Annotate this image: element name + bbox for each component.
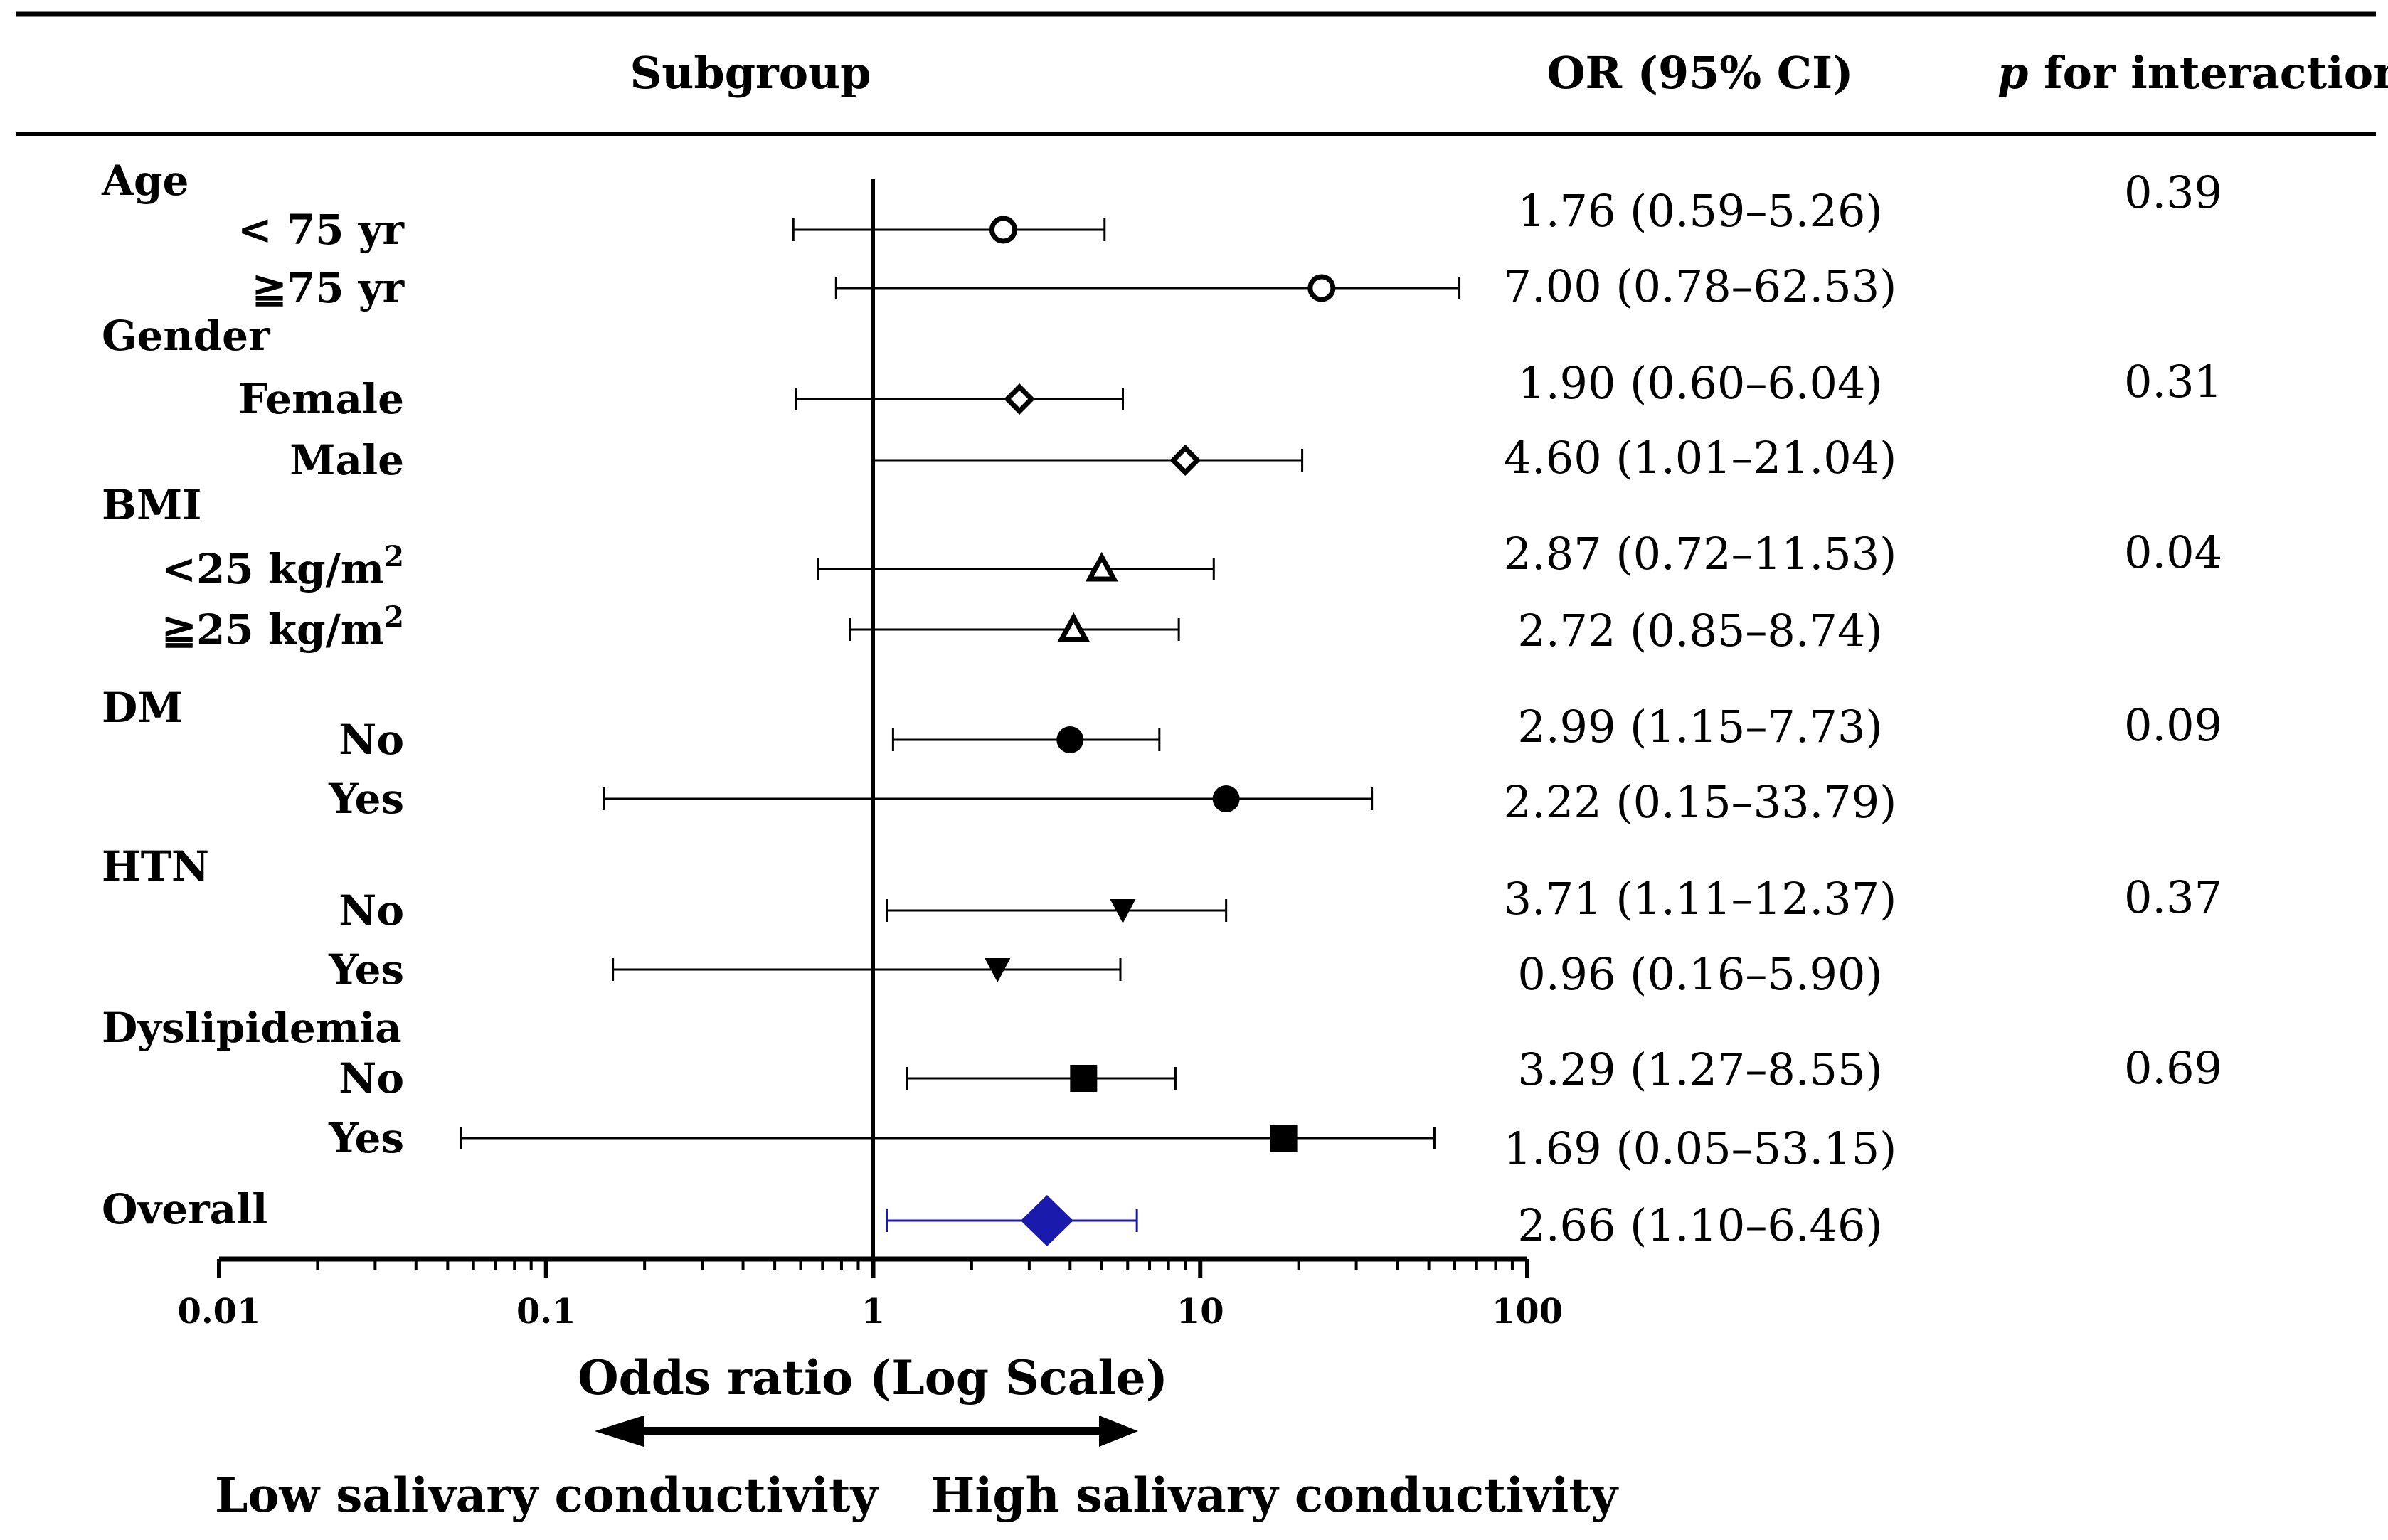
x-axis-ticks: 0.01 0.1 1 10 100 bbox=[178, 1259, 1563, 1332]
subgroup-gender: Gender 0.31 Female 1.90 (0.60–6.04) Male 4.60… bbox=[102, 312, 2222, 484]
subgroup-dm: DM 0.09 No 2.99 (1.15–7.73) Yes 2.22 (0.15–33… bbox=[102, 684, 2222, 828]
point-marker bbox=[1270, 1125, 1298, 1152]
row-label: Female bbox=[238, 375, 404, 423]
or-ci-value: 2.72 (0.85–8.74) bbox=[1517, 605, 1882, 657]
point-marker bbox=[1020, 1195, 1073, 1246]
point-marker bbox=[1057, 612, 1090, 642]
group-label: HTN bbox=[102, 842, 209, 891]
header-p-rest: for interaction bbox=[2028, 47, 2388, 99]
row-label-main: <25 kg/m bbox=[161, 545, 384, 593]
p-interaction-value: 0.31 bbox=[2124, 356, 2222, 408]
x-tick-label: 0.01 bbox=[178, 1292, 261, 1332]
point-marker bbox=[1056, 726, 1084, 753]
row-label: No bbox=[339, 1054, 404, 1103]
point-marker bbox=[989, 216, 1017, 244]
or-ci-value: 4.60 (1.01–21.04) bbox=[1504, 432, 1897, 484]
or-ci-value: 2.87 (0.72–11.53) bbox=[1504, 528, 1897, 580]
point-marker bbox=[985, 958, 1011, 982]
row-label: ≧25 kg/m2 bbox=[161, 600, 404, 654]
subgroup-dyslipidemia: Dyslipidemia 0.69 No 3.29 (1.27–8.55) Yes 1.6… bbox=[102, 1004, 2222, 1174]
forest-rows: Age 0.39 < 75 yr 1.76 (0.59–5.26) ≧75 yr 7.00… bbox=[101, 156, 2222, 1251]
or-ci-value: 7.00 (0.78–62.53) bbox=[1504, 260, 1897, 312]
group-label: BMI bbox=[102, 481, 201, 529]
or-ci-value: 3.71 (1.11–12.37) bbox=[1504, 873, 1897, 925]
p-interaction-value: 0.37 bbox=[2124, 871, 2222, 923]
row-label: < 75 yr bbox=[238, 206, 405, 254]
group-label: Dyslipidemia bbox=[102, 1004, 402, 1052]
direction-high-label: High salivary conductivity bbox=[930, 1467, 1619, 1523]
point-marker bbox=[1212, 785, 1240, 812]
overall-row: Overall 2.66 (1.10–6.46) bbox=[102, 1185, 1883, 1251]
row-label: No bbox=[339, 886, 404, 935]
or-ci-value: 1.76 (0.59–5.26) bbox=[1517, 185, 1882, 237]
or-ci-value: 2.99 (1.15–7.73) bbox=[1517, 701, 1882, 753]
or-ci-value: 1.69 (0.05–53.15) bbox=[1504, 1122, 1897, 1174]
p-interaction-value: 0.69 bbox=[2124, 1042, 2222, 1094]
header-or-ci: OR (95% CI) bbox=[1547, 47, 1854, 99]
overall-label: Overall bbox=[102, 1185, 267, 1233]
p-interaction-value: 0.09 bbox=[2124, 699, 2222, 751]
direction-arrow-left-head bbox=[595, 1416, 644, 1447]
header-subgroup: Subgroup bbox=[630, 47, 871, 99]
row-label-main: ≧25 kg/m bbox=[161, 605, 384, 654]
row-label: Yes bbox=[328, 775, 404, 823]
x-tick-label: 100 bbox=[1492, 1292, 1563, 1332]
point-marker bbox=[1307, 274, 1336, 302]
header-p-italic: p bbox=[1997, 47, 2028, 99]
point-marker bbox=[1085, 551, 1118, 582]
row-label: Yes bbox=[328, 945, 404, 994]
row-label: No bbox=[339, 716, 404, 764]
direction-arrow bbox=[595, 1416, 1138, 1447]
direction-low-label: Low salivary conductivity bbox=[215, 1467, 879, 1523]
row-label-superscript: 2 bbox=[384, 540, 404, 573]
subgroup-bmi: BMI 0.04 <25 kg/m2 2.87 (0.72–11.53) ≧25 kg/… bbox=[102, 481, 2222, 657]
x-tick-label: 0.1 bbox=[516, 1292, 576, 1332]
group-label: Age bbox=[101, 156, 189, 205]
x-tick-label: 10 bbox=[1177, 1292, 1224, 1332]
row-label: Yes bbox=[328, 1114, 404, 1162]
overall-or-ci-value: 2.66 (1.10–6.46) bbox=[1517, 1199, 1882, 1251]
point-marker bbox=[1110, 899, 1136, 923]
point-marker bbox=[1070, 1065, 1098, 1092]
group-label: DM bbox=[102, 684, 184, 732]
subgroup-age: Age 0.39 < 75 yr 1.76 (0.59–5.26) ≧75 yr 7.00… bbox=[101, 156, 2222, 312]
or-ci-value: 0.96 (0.16–5.90) bbox=[1517, 948, 1882, 1000]
point-marker bbox=[1169, 445, 1201, 476]
row-label: <25 kg/m2 bbox=[161, 540, 404, 593]
x-tick-label: 1 bbox=[861, 1292, 885, 1332]
or-ci-value: 2.22 (0.15–33.79) bbox=[1504, 776, 1897, 828]
p-interaction-value: 0.04 bbox=[2124, 526, 2222, 578]
group-label: Gender bbox=[102, 312, 271, 360]
header-p-interaction: p for interaction bbox=[1997, 47, 2388, 99]
row-label: ≧75 yr bbox=[252, 264, 405, 312]
row-label-superscript: 2 bbox=[384, 600, 404, 634]
p-interaction-value: 0.39 bbox=[2124, 166, 2222, 218]
point-marker bbox=[1004, 383, 1036, 415]
or-ci-value: 1.90 (0.60–6.04) bbox=[1517, 357, 1882, 409]
or-ci-value: 3.29 (1.27–8.55) bbox=[1517, 1044, 1882, 1095]
direction-arrow-right-head bbox=[1099, 1416, 1138, 1447]
x-axis-label: Odds ratio (Log Scale) bbox=[578, 1350, 1168, 1406]
subgroup-htn: HTN 0.37 No 3.71 (1.11–12.37) Yes 0.96 (0.16–… bbox=[102, 842, 2222, 1000]
row-label: Male bbox=[290, 436, 404, 484]
